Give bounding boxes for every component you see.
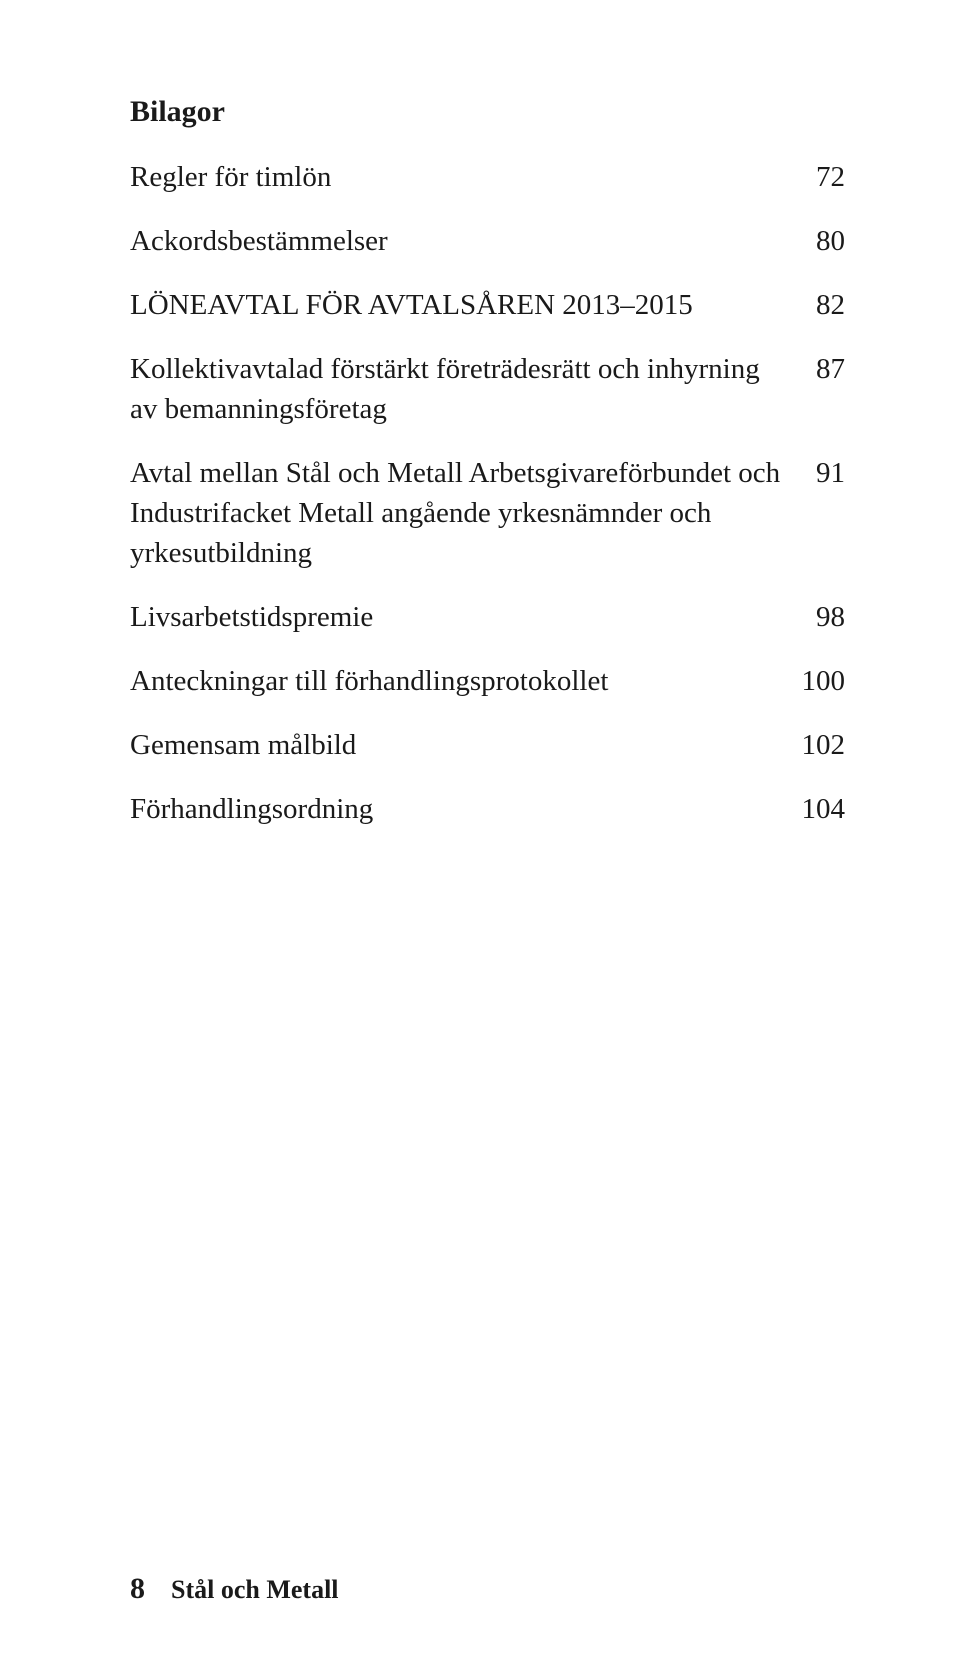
toc-entry-page: 82 bbox=[816, 285, 845, 325]
toc-entry-page: 102 bbox=[802, 725, 846, 765]
toc-entry: Livsarbetstidspremie 98 bbox=[130, 597, 845, 637]
toc-entry: Avtal mellan Stål och Metall Arbetsgivar… bbox=[130, 453, 845, 573]
toc-entry-page: 91 bbox=[816, 453, 845, 493]
toc-entry-page: 104 bbox=[802, 789, 846, 829]
toc-heading: Bilagor bbox=[130, 95, 845, 129]
toc-entry-label: Anteckningar till förhandlingsprotokolle… bbox=[130, 661, 802, 701]
toc-entry-page: 100 bbox=[802, 661, 846, 701]
toc-entry-page: 98 bbox=[816, 597, 845, 637]
toc-entry-label: Ackordsbestämmelser bbox=[130, 221, 816, 261]
toc-entry: Förhandlingsordning 104 bbox=[130, 789, 845, 829]
toc-entry: Ackordsbestämmelser 80 bbox=[130, 221, 845, 261]
footer-book-title: Stål och Metall bbox=[171, 1575, 339, 1605]
footer-page-number: 8 bbox=[130, 1572, 145, 1606]
toc-entry: Kollektivavtalad förstärkt företrädesrät… bbox=[130, 349, 845, 429]
toc-entry: LÖNEAVTAL FÖR AVTALSÅREN 2013–2015 82 bbox=[130, 285, 845, 325]
toc-entry-label: Livsarbetstidspremie bbox=[130, 597, 816, 637]
toc-entry-label: Avtal mellan Stål och Metall Arbetsgivar… bbox=[130, 453, 816, 573]
toc-entry: Regler för timlön 72 bbox=[130, 157, 845, 197]
toc-entry: Gemensam målbild 102 bbox=[130, 725, 845, 765]
toc-entry-page: 87 bbox=[816, 349, 845, 389]
toc-entry-page: 80 bbox=[816, 221, 845, 261]
toc-entry-label: Förhandlingsordning bbox=[130, 789, 802, 829]
toc-entry-label: Gemensam målbild bbox=[130, 725, 802, 765]
toc-entry-page: 72 bbox=[816, 157, 845, 197]
page-footer: 8 Stål och Metall bbox=[130, 1572, 339, 1606]
toc-entry: Anteckningar till förhandlingsprotokolle… bbox=[130, 661, 845, 701]
toc-entry-label: Kollektivavtalad förstärkt företrädesrät… bbox=[130, 349, 816, 429]
toc-entry-label: Regler för timlön bbox=[130, 157, 816, 197]
toc-entry-label: LÖNEAVTAL FÖR AVTALSÅREN 2013–2015 bbox=[130, 285, 816, 325]
